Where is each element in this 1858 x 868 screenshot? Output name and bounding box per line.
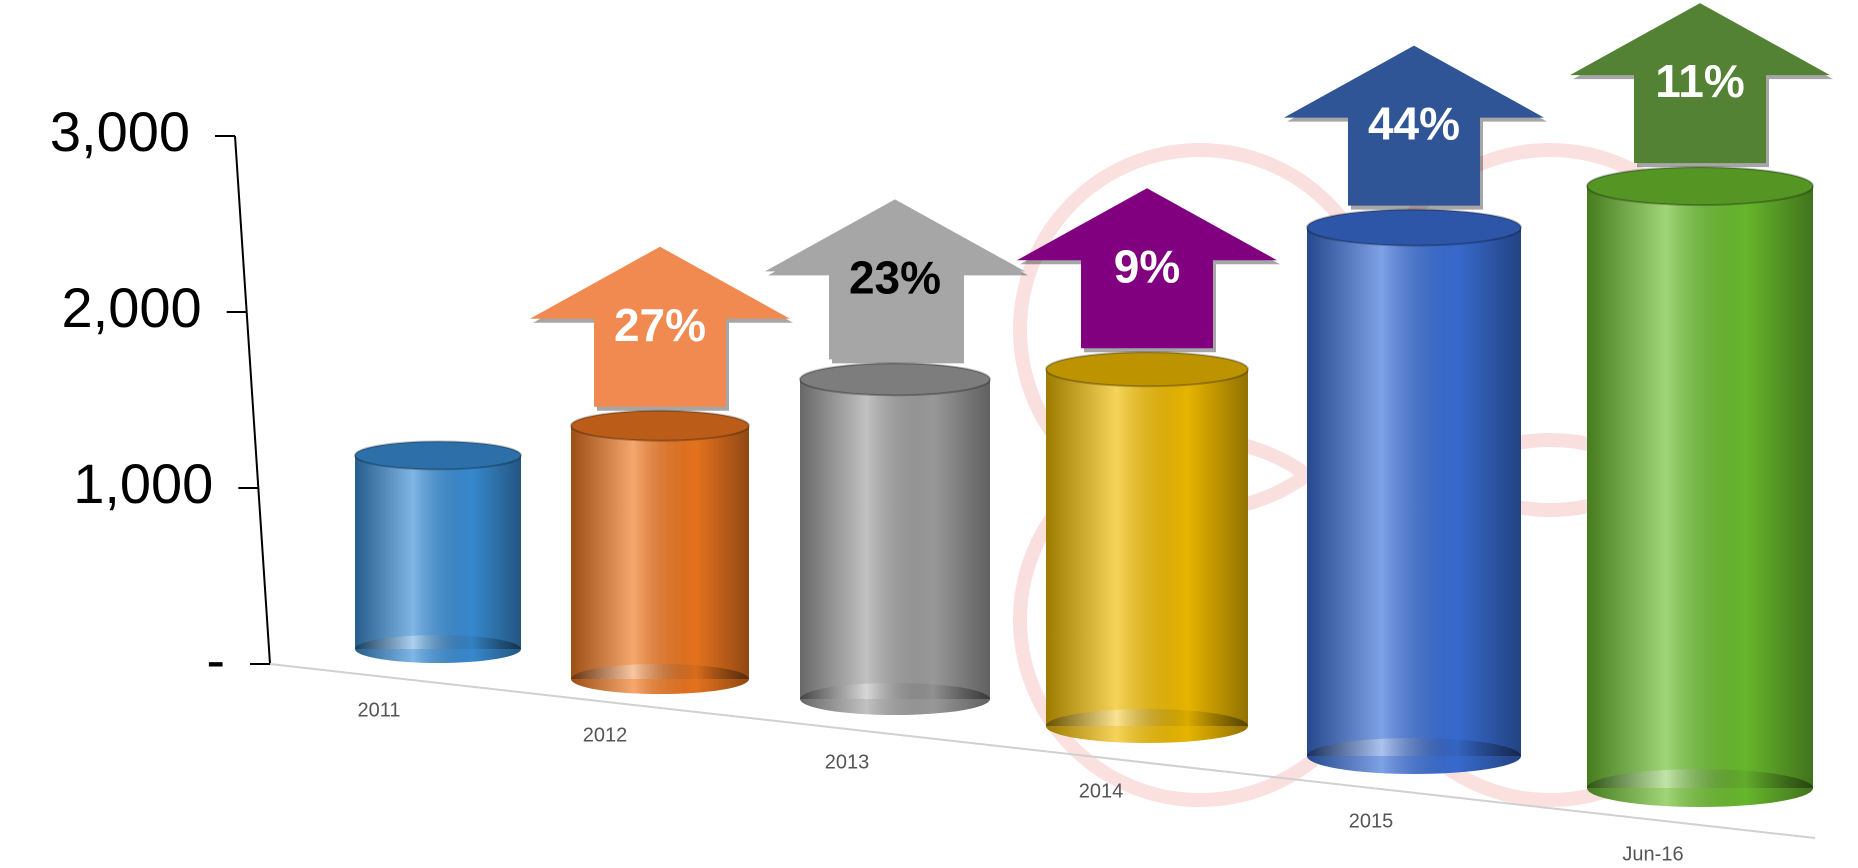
x-tick-label: 2013 (825, 751, 870, 773)
growth-label: 9% (1114, 240, 1180, 292)
x-tick-label: 2012 (583, 724, 628, 746)
bar-bottom-shade (1587, 769, 1813, 807)
bar-top-shade (1046, 352, 1248, 387)
x-tick-label: Jun-16 (1622, 843, 1683, 865)
y-tick-label: 2,000 (62, 276, 202, 339)
bar-bottom-shade (1307, 738, 1521, 774)
bar-top (799, 362, 991, 397)
bar-bottom-shade (1046, 709, 1248, 743)
y-tick-label: - (206, 628, 225, 691)
bar-shine (571, 425, 749, 679)
bar-top (354, 440, 522, 471)
growth-arrow (530, 246, 790, 407)
x-tick-label: 2011 (357, 699, 400, 721)
bar-top-shade (355, 441, 521, 470)
bar-top (570, 409, 750, 442)
bar-bottom-shade (355, 635, 521, 663)
growth-arrow (1017, 188, 1277, 349)
bar-bottom-shade (571, 664, 749, 694)
growth-arrow (1284, 45, 1544, 206)
bar-top (1045, 351, 1249, 388)
bar-shine (800, 379, 990, 699)
growth-arrow (1570, 3, 1830, 164)
bar-shine (1587, 186, 1813, 788)
bar-top-shade (571, 410, 749, 441)
x-axis (269, 663, 1816, 839)
bar-shine (1046, 369, 1248, 726)
bar-top-shade (1307, 209, 1521, 246)
bar-top-shade (800, 363, 990, 396)
bar-bottom-shade (800, 683, 990, 715)
bar-shine (355, 455, 521, 649)
y-tick-label: 1,000 (73, 452, 213, 515)
x-tick-label: 2015 (1349, 810, 1394, 832)
y-axis (234, 135, 271, 665)
growth-arrow (765, 199, 1025, 360)
growth-label: 27% (614, 299, 706, 351)
y-tick-label: 3,000 (50, 100, 190, 163)
x-tick-label: 2014 (1079, 780, 1124, 802)
growth-label: 11% (1655, 55, 1745, 107)
bar-top (1586, 166, 1814, 207)
bar-shine (1307, 227, 1521, 756)
bar-top (1306, 208, 1522, 247)
bar-top-shade (1587, 167, 1813, 206)
growth-label: 23% (849, 251, 941, 303)
growth-label: 44% (1368, 98, 1460, 150)
